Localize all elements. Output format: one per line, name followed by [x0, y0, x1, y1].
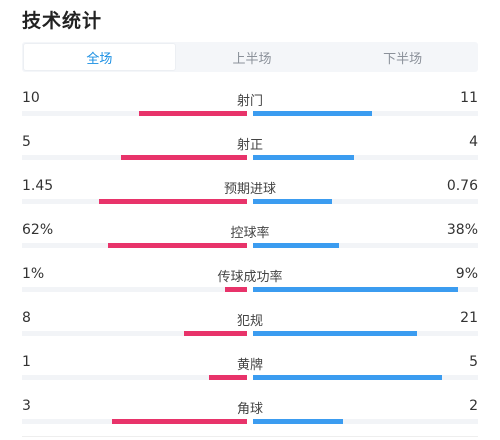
tab-full-match[interactable]: 全场: [23, 43, 176, 71]
away-bar: [253, 199, 332, 204]
away-bar: [253, 419, 343, 424]
away-value: 5: [469, 354, 478, 370]
tab-first-half[interactable]: 上半场: [232, 51, 272, 67]
away-bar-track: [253, 199, 478, 204]
stat-row: 1.45 预期进球 0.76: [22, 176, 478, 220]
stat-row: 62% 控球率 38%: [22, 220, 478, 264]
home-bar-track: [22, 111, 247, 116]
home-bar: [112, 419, 247, 424]
home-bar: [107, 243, 247, 248]
home-value: 62%: [22, 222, 54, 238]
home-bar-track: [22, 199, 247, 204]
stat-label: 控球率: [230, 226, 270, 241]
away-value: 2: [469, 398, 478, 414]
away-value: 11: [460, 90, 478, 106]
home-bar-track: [22, 419, 247, 424]
away-bar-track: [253, 419, 478, 424]
home-value: 3: [22, 398, 31, 414]
stat-label: 射正: [236, 138, 263, 153]
home-bar: [208, 375, 247, 380]
stat-label: 预期进球: [223, 182, 276, 197]
page-title: 技术统计: [22, 10, 103, 32]
stat-label: 传球成功率: [217, 270, 283, 285]
away-bar: [253, 155, 355, 160]
home-bar: [224, 287, 247, 292]
divider: [22, 436, 478, 437]
home-bar-track: [22, 243, 247, 248]
home-bar-track: [22, 287, 247, 292]
away-value: 9%: [455, 266, 478, 282]
period-tabs: 全场 上半场 下半场: [22, 42, 478, 72]
stat-label: 黄牌: [236, 358, 263, 373]
home-value: 5: [22, 134, 31, 150]
away-bar: [253, 331, 418, 336]
stat-row: 10 射门 11: [22, 88, 478, 132]
home-bar-track: [22, 375, 247, 380]
stat-label: 角球: [236, 402, 263, 417]
away-value: 4: [469, 134, 478, 150]
away-bar-track: [253, 111, 478, 116]
home-value: 1.45: [22, 178, 54, 194]
away-bar-track: [253, 243, 478, 248]
home-bar-track: [22, 155, 247, 160]
stat-label: 犯规: [236, 314, 263, 329]
home-value: 10: [22, 90, 40, 106]
stat-row: 5 射正 4: [22, 132, 478, 176]
home-bar: [139, 111, 247, 116]
stat-row: 1% 传球成功率 9%: [22, 264, 478, 308]
home-bar: [98, 199, 247, 204]
stat-row: 8 犯规 21: [22, 308, 478, 352]
tab-second-half[interactable]: 下半场: [383, 51, 423, 67]
stats-list: 10 射门 11 5 射正 4 1.45 预期进球 0.76 62% 控球率 38% 1% 传球成功率 9%…: [22, 88, 478, 440]
home-value: 1: [22, 354, 31, 370]
home-bar: [184, 331, 247, 336]
away-value: 0.76: [446, 178, 478, 194]
stat-label: 射门: [236, 94, 263, 109]
away-bar: [253, 287, 458, 292]
home-bar: [121, 155, 247, 160]
home-bar-track: [22, 331, 247, 336]
home-value: 1%: [22, 266, 45, 282]
away-bar-track: [253, 331, 478, 336]
away-bar: [253, 375, 442, 380]
away-bar-track: [253, 287, 478, 292]
home-value: 8: [22, 310, 31, 326]
away-value: 21: [460, 310, 478, 326]
away-bar: [253, 243, 339, 248]
away-bar-track: [253, 155, 478, 160]
stat-row: 1 黄牌 5: [22, 352, 478, 396]
stat-row: 3 角球 2: [22, 396, 478, 440]
away-value: 38%: [446, 222, 478, 238]
away-bar: [253, 111, 373, 116]
away-bar-track: [253, 375, 478, 380]
